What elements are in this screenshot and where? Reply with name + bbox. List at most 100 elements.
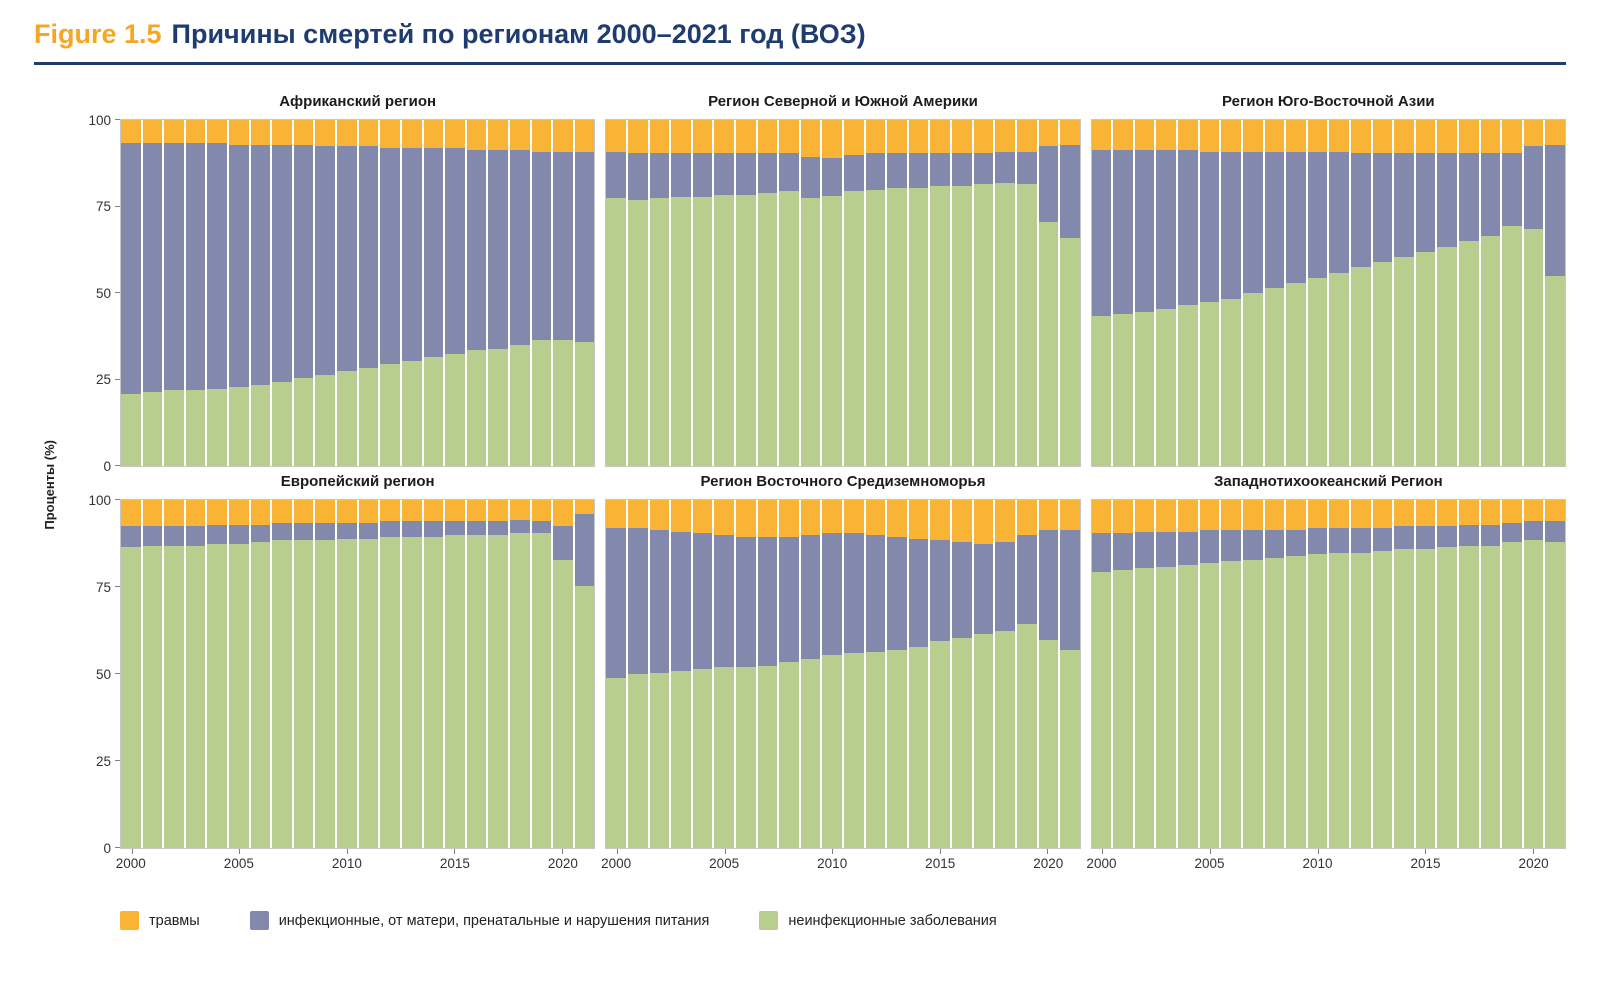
- x-tick-label: 2020: [1518, 856, 1549, 872]
- bar-segment: [1286, 282, 1306, 467]
- bar-segment: [735, 194, 756, 467]
- bar-segment: [358, 538, 379, 849]
- bar-segment: [1329, 120, 1349, 152]
- bar-segment: [865, 120, 886, 154]
- bar-segment: [649, 529, 670, 673]
- bar-segment: [1038, 639, 1059, 849]
- stacked-bar: [185, 120, 206, 467]
- stacked-bar: [293, 500, 314, 849]
- bar-segment: [1437, 526, 1458, 548]
- stacked-bar: [1329, 500, 1349, 849]
- bar-segment: [844, 154, 864, 192]
- bar-segment: [229, 543, 249, 849]
- bar-segment: [1437, 153, 1458, 247]
- stacked-bar: [671, 500, 691, 849]
- bar-segment: [735, 667, 756, 849]
- bar-segment: [1394, 500, 1414, 527]
- bar-segment: [995, 120, 1015, 152]
- bar-segment: [1545, 500, 1566, 522]
- bar-segment: [1459, 153, 1479, 242]
- x-tick-label: 2020: [1033, 856, 1064, 872]
- bar-segment: [822, 158, 843, 197]
- bar-segment: [779, 662, 799, 849]
- bar-segment: [553, 559, 573, 849]
- bar-segment: [1415, 549, 1436, 849]
- bar-segment: [1221, 151, 1241, 299]
- bar-segment: [606, 120, 626, 152]
- stacked-bar: [887, 120, 907, 467]
- stacked-bar: [973, 500, 994, 849]
- bar-segment: [445, 148, 465, 354]
- bar-segment: [1415, 153, 1436, 252]
- bar-segment: [1307, 500, 1328, 529]
- plot-area: [1090, 499, 1566, 855]
- stacked-bar: [1134, 500, 1155, 849]
- bar-segment: [1038, 120, 1059, 147]
- stacked-bar: [1091, 500, 1112, 849]
- bar-segment: [229, 386, 249, 467]
- bar-segment: [1156, 531, 1177, 567]
- bar-segment: [1523, 521, 1544, 541]
- bar-segment: [380, 148, 400, 365]
- bar-segment: [1372, 528, 1393, 551]
- bar-segment: [574, 514, 595, 586]
- bar-segment: [337, 371, 357, 467]
- bar-segment: [1091, 149, 1112, 316]
- bar-segment: [606, 198, 626, 467]
- bar-segment: [250, 500, 271, 525]
- stacked-bar: [207, 500, 228, 849]
- bar-segment: [1502, 542, 1522, 849]
- bar-segment: [1113, 314, 1133, 467]
- bar-segment: [315, 523, 336, 541]
- stacked-bar: [1394, 500, 1414, 849]
- bar-segment: [627, 500, 648, 529]
- bar-segment: [337, 523, 357, 539]
- bar-segment: [553, 151, 573, 341]
- bar-segment: [250, 120, 271, 145]
- bar-segment: [1329, 151, 1349, 273]
- y-tick-label: 25: [95, 753, 111, 769]
- panel-south-east-asia-region: Регион Юго-Восточной Азии: [1090, 93, 1566, 468]
- stacked-bar: [1156, 500, 1177, 849]
- stacked-bar: [358, 500, 379, 849]
- bar-segment: [1264, 500, 1285, 530]
- bar-segment: [1199, 151, 1220, 303]
- bar-segment: [1221, 298, 1241, 467]
- bar-segment: [142, 500, 163, 527]
- bar-segment: [337, 500, 357, 523]
- bar-segment: [1545, 276, 1566, 467]
- x-tick-label: 2015: [439, 856, 470, 872]
- bar-segment: [1156, 500, 1177, 532]
- stacked-bar: [1350, 120, 1371, 467]
- bar-segment: [293, 120, 314, 145]
- bar-segment: [844, 653, 864, 849]
- panel-eastern-mediterranean-region: Регион Восточного Средиземноморья 2000 20…: [601, 473, 1081, 875]
- bar-segment: [671, 153, 691, 197]
- y-tick-mark: [115, 205, 120, 207]
- bar-segment: [692, 500, 713, 534]
- legend-item-noncommunicable: неинфекционные заболевания: [759, 911, 997, 931]
- bar-segment: [800, 535, 821, 659]
- bar-segment: [293, 378, 314, 467]
- stacked-bar: [627, 500, 648, 849]
- bar-segment: [380, 364, 400, 467]
- stacked-bar: [509, 120, 530, 467]
- bar-segment: [185, 526, 206, 546]
- bar-segment: [714, 153, 734, 195]
- bar-segment: [1502, 225, 1522, 467]
- y-tick-label: 0: [103, 840, 111, 856]
- bar-segment: [488, 500, 508, 522]
- figure-label: Figure 1.5: [34, 19, 162, 49]
- bar-segment: [1307, 528, 1328, 555]
- bar-segment: [1156, 566, 1177, 849]
- bar-segment: [1394, 153, 1414, 258]
- bar-segment: [779, 500, 799, 537]
- bar-segment: [1437, 246, 1458, 467]
- bar-segment: [509, 149, 530, 346]
- bar-segment: [164, 545, 184, 849]
- stacked-bar: [1242, 120, 1263, 467]
- bar-segment: [272, 144, 292, 382]
- stacked-bar: [930, 120, 951, 467]
- bar-segment: [1437, 500, 1458, 527]
- bar-segment: [1307, 277, 1328, 467]
